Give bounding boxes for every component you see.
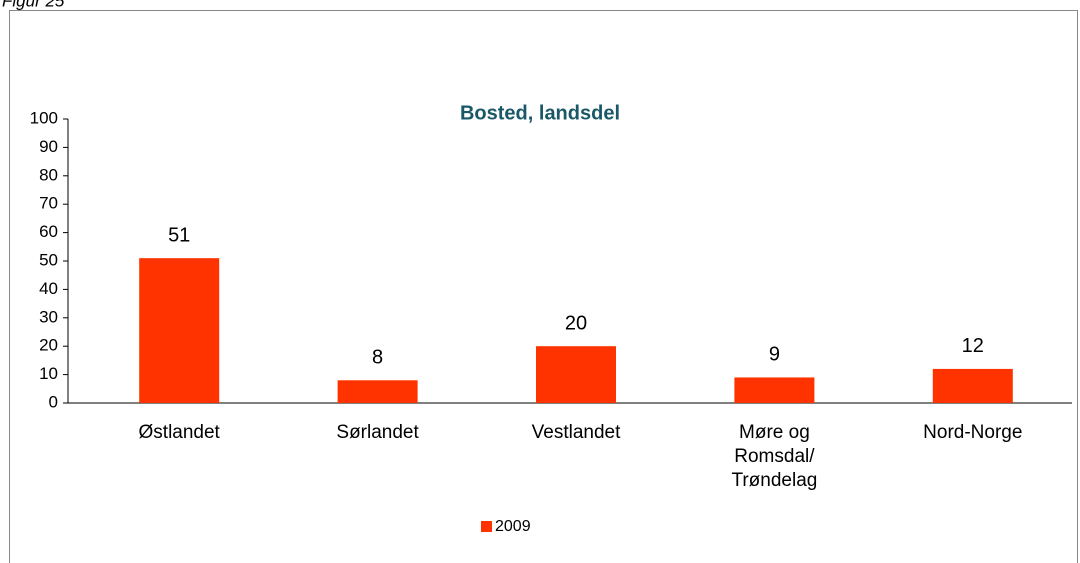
- bar: [734, 377, 815, 403]
- x-tick-label: Vestlandet: [531, 422, 621, 443]
- chart-title: Bosted, landsdel: [460, 102, 620, 124]
- data-label: 12: [962, 335, 984, 357]
- bar: [536, 346, 616, 403]
- data-label: 51: [168, 224, 190, 246]
- y-tick-label: 10: [39, 364, 58, 383]
- y-tick-label: 30: [39, 307, 58, 326]
- caption: Figur 25: [2, 0, 65, 10]
- legend-swatch: [481, 521, 492, 532]
- data-label: 8: [372, 347, 383, 369]
- y-tick-label: 60: [39, 222, 58, 241]
- frame: [9, 10, 1078, 563]
- bar: [932, 368, 1013, 403]
- x-tick-label: Nord-Norge: [923, 422, 1023, 443]
- data-label: 20: [565, 312, 587, 334]
- y-tick-label: 70: [39, 194, 58, 213]
- y-tick-label: 90: [39, 137, 58, 156]
- y-tick-label: 80: [39, 165, 58, 184]
- legend-label: 2009: [495, 518, 531, 535]
- y-tick-label: 20: [39, 336, 58, 355]
- y-tick-label: 50: [39, 250, 58, 269]
- bar: [139, 258, 220, 403]
- x-tick-label: Møre og Romsdal/ Trøndelag: [731, 422, 818, 491]
- x-tick-label: Østlandet: [138, 422, 220, 443]
- data-label: 9: [769, 344, 780, 366]
- y-tick-label: 0: [49, 392, 58, 411]
- y-tick-label: 40: [39, 279, 58, 298]
- bar: [337, 380, 418, 403]
- y-tick-label: 100: [30, 108, 58, 127]
- x-tick-label: Sørlandet: [336, 422, 419, 443]
